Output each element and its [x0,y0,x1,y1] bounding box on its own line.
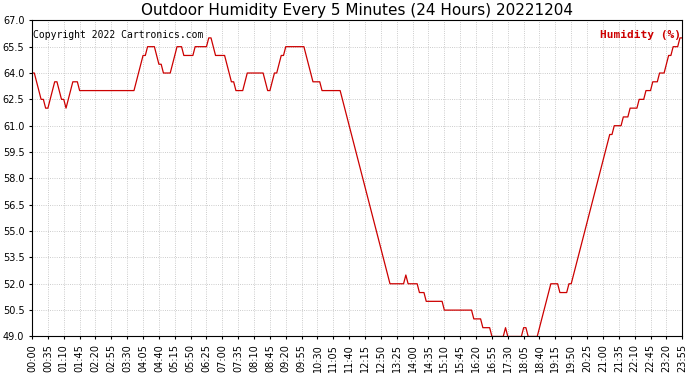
Text: Copyright 2022 Cartronics.com: Copyright 2022 Cartronics.com [33,30,204,40]
Title: Outdoor Humidity Every 5 Minutes (24 Hours) 20221204: Outdoor Humidity Every 5 Minutes (24 Hou… [141,3,573,18]
Text: Humidity (%): Humidity (%) [600,30,681,40]
